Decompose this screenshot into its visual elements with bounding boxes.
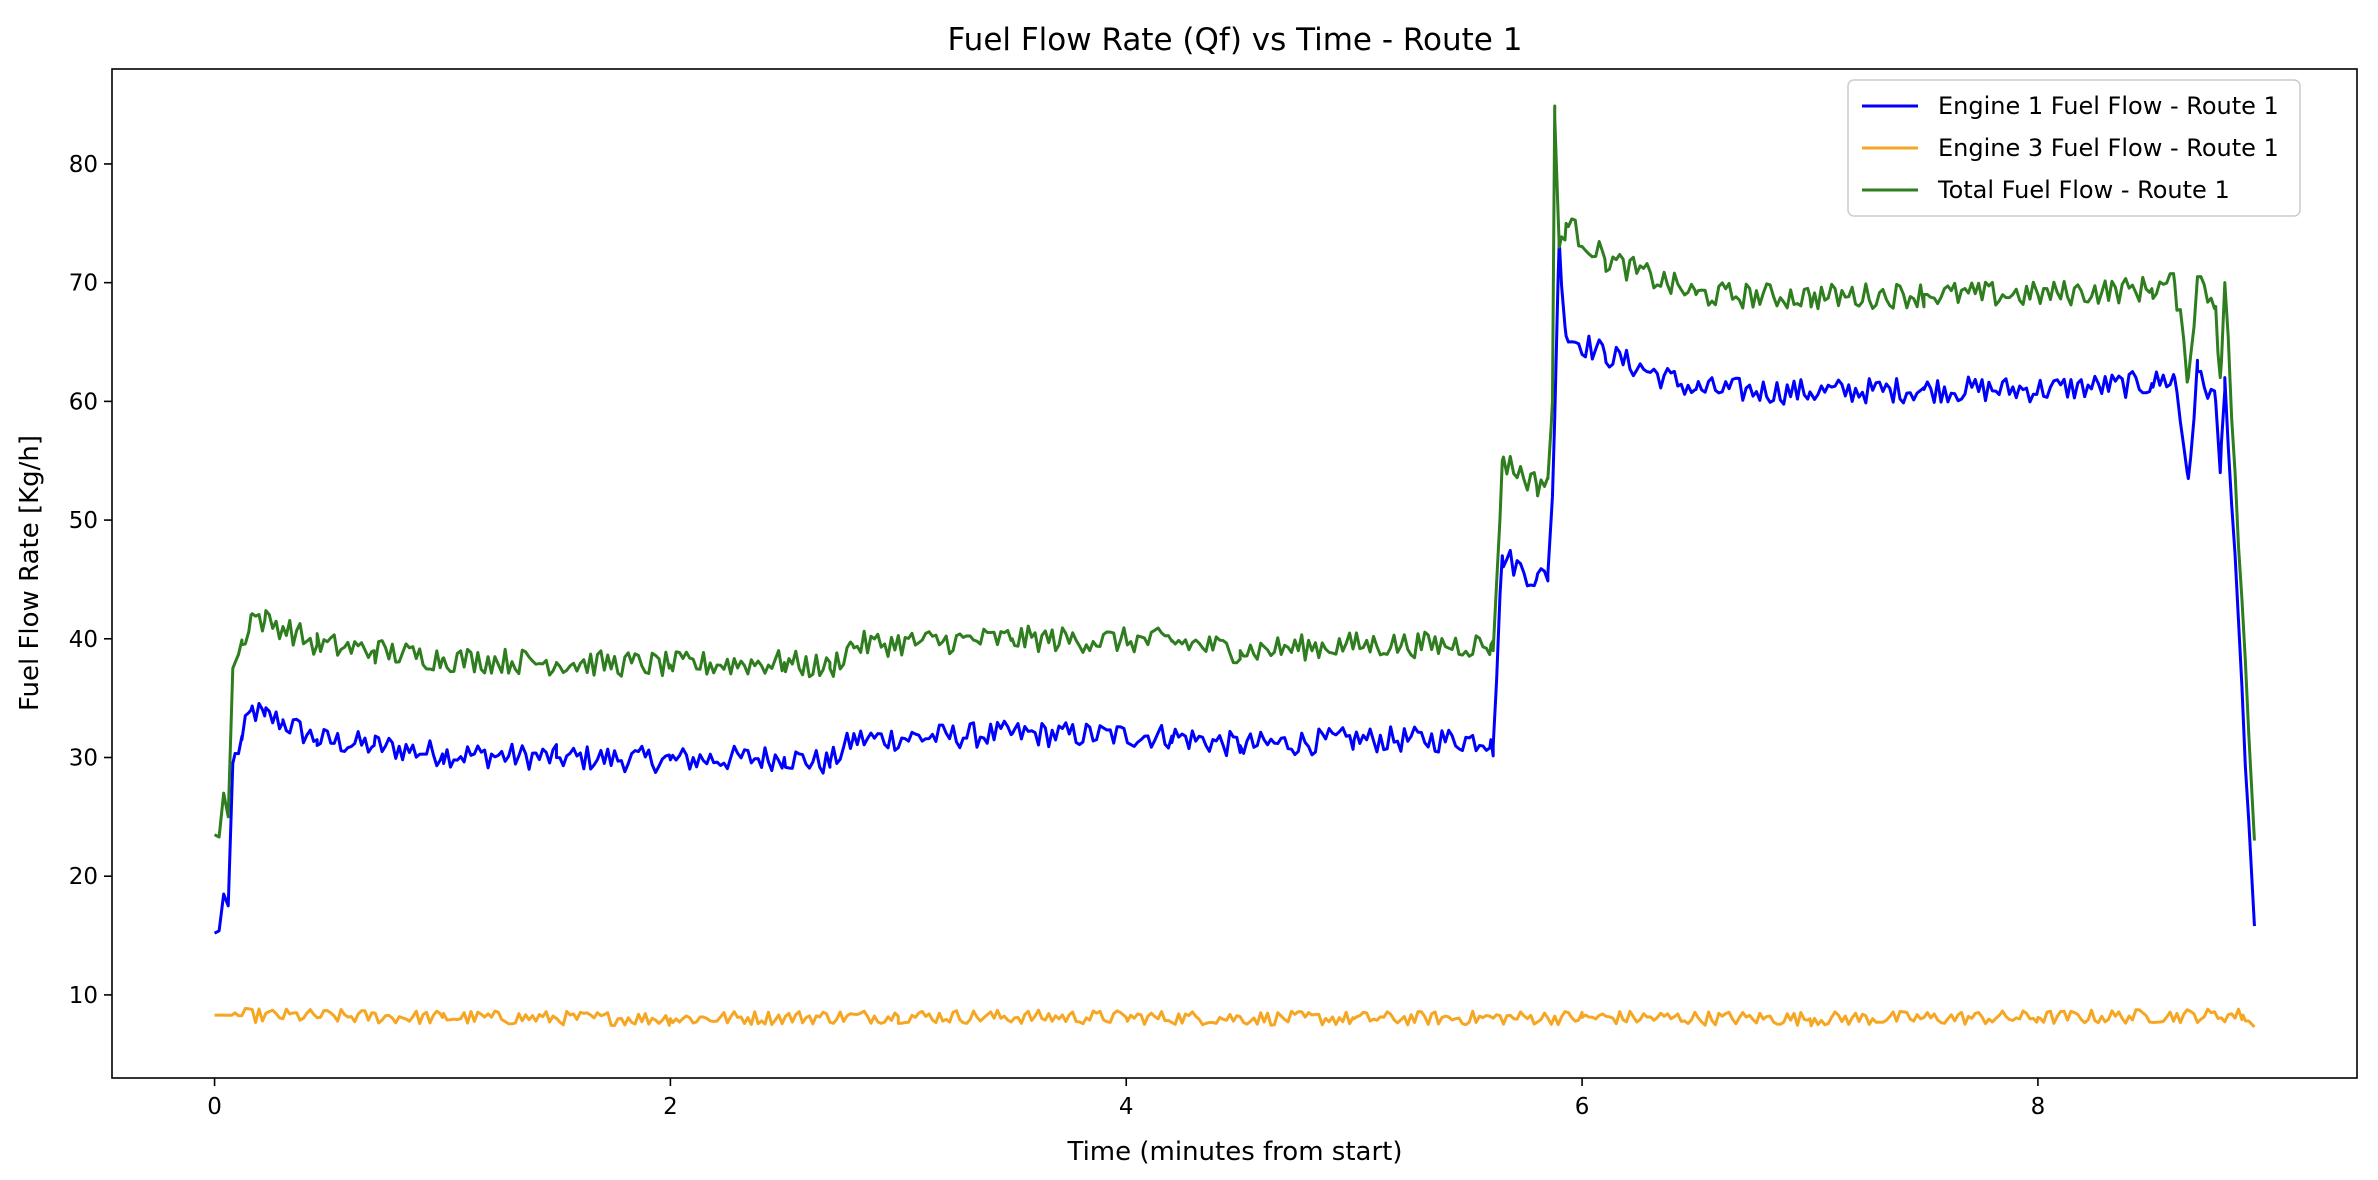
series-line-2 bbox=[214, 1006, 2256, 1028]
x-axis-label: Time (minutes from start) bbox=[1066, 1137, 1402, 1167]
series-line-3 bbox=[213, 104, 2256, 841]
y-tick-label: 10 bbox=[69, 983, 98, 1009]
y-tick-label: 80 bbox=[69, 152, 98, 178]
x-tick-label: 6 bbox=[1575, 1094, 1590, 1120]
x-tick-label: 0 bbox=[207, 1094, 222, 1120]
y-axis: 10 20 30 40 50 60 70 80 bbox=[69, 152, 112, 1009]
series-layer bbox=[213, 104, 2256, 1028]
y-tick-label: 60 bbox=[69, 389, 98, 415]
y-tick-label: 40 bbox=[69, 627, 98, 653]
y-tick-label: 50 bbox=[69, 508, 98, 534]
y-tick-label: 30 bbox=[69, 745, 98, 771]
x-axis: 0 2 4 6 8 bbox=[207, 1078, 2045, 1120]
legend-label-3: Total Fuel Flow - Route 1 bbox=[1937, 176, 2230, 204]
chart-title: Fuel Flow Rate (Qf) vs Time - Route 1 bbox=[948, 22, 1523, 58]
legend: Engine 1 Fuel Flow - Route 1 Engine 3 Fue… bbox=[1847, 79, 2301, 217]
x-tick-label: 4 bbox=[1119, 1094, 1134, 1120]
y-axis-label: Fuel Flow Rate [Kg/h] bbox=[15, 435, 45, 711]
y-tick-label: 20 bbox=[69, 864, 98, 890]
x-tick-label: 2 bbox=[663, 1094, 678, 1120]
legend-label-2: Engine 3 Fuel Flow - Route 1 bbox=[1938, 134, 2279, 162]
plot-frame bbox=[111, 68, 2358, 1079]
x-tick-label: 8 bbox=[2031, 1094, 2046, 1120]
legend-label-1: Engine 1 Fuel Flow - Route 1 bbox=[1938, 92, 2279, 120]
legend-box bbox=[1847, 79, 2301, 217]
y-tick-label: 70 bbox=[69, 271, 98, 297]
series-line-1 bbox=[213, 239, 2256, 935]
